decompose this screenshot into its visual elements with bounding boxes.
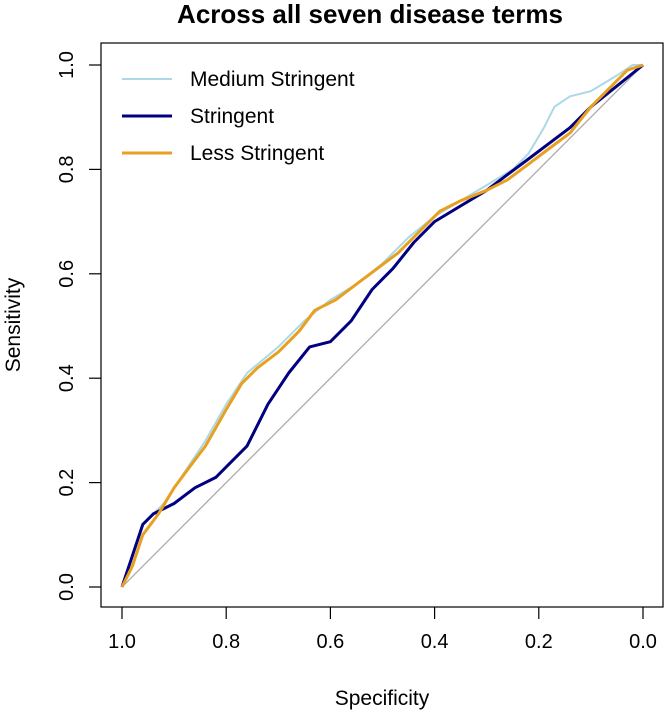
y-tick-label: 1.0 [56, 51, 78, 79]
x-tick-label: 0.6 [316, 631, 344, 653]
series-line-less-stringent [120, 63, 644, 588]
series-line-stringent [120, 63, 644, 588]
series-lines [120, 63, 644, 588]
chart-title: Across all seven disease terms [177, 0, 563, 29]
y-axis: 0.0 0.2 0.4 0.6 0.8 1.0 [56, 51, 101, 601]
reference-diagonal [121, 64, 644, 588]
legend-label: Stringent [190, 105, 274, 128]
legend-label: Medium Stringent [190, 68, 355, 91]
y-tick-label: 0.0 [56, 573, 78, 601]
x-tick-label: 0.2 [525, 631, 553, 653]
x-axis: 1.0 0.8 0.6 0.4 0.2 0.0 [108, 607, 657, 653]
x-tick-label: 0.8 [212, 631, 240, 653]
y-tick-label: 0.6 [56, 260, 78, 288]
x-tick-label: 0.4 [421, 631, 449, 653]
x-axis-label: Specificity [335, 687, 430, 710]
y-tick-label: 0.4 [56, 364, 78, 392]
plot-area [100, 42, 664, 608]
legend-label: Less Stringent [190, 142, 324, 165]
plot-frame [100, 42, 664, 608]
y-tick-label: 0.8 [56, 155, 78, 183]
y-tick-label: 0.2 [56, 469, 78, 497]
legend: Medium Stringent Stringent Less Stringent [122, 68, 355, 165]
x-tick-label: 1.0 [108, 631, 136, 653]
x-tick-label: 0.0 [629, 631, 657, 653]
y-axis-label: Sensitivity [2, 277, 25, 372]
